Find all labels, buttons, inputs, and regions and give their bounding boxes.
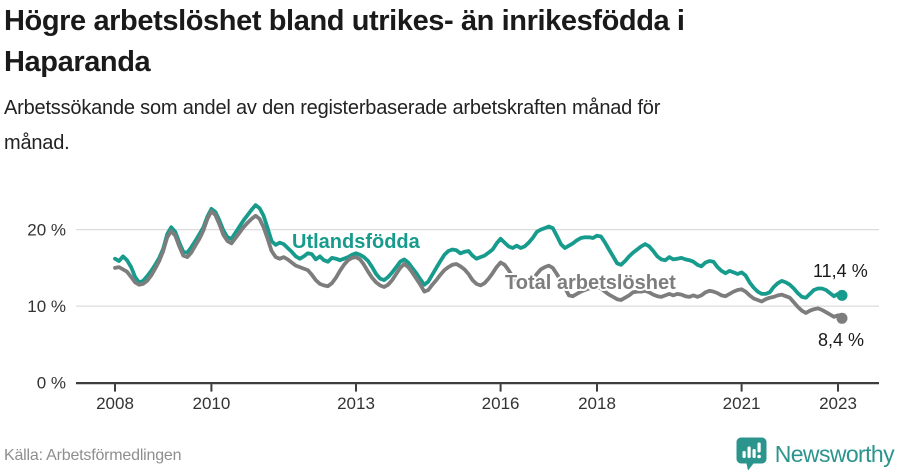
series-label-utlandsfodda: Utlandsfödda — [292, 231, 421, 253]
chart-subtitle-line-1: Arbetssökande som andel av den registerb… — [4, 97, 661, 119]
y-tick-label: 0 % — [37, 374, 66, 393]
end-value-label-utlandsfodda: 11,4 % — [813, 261, 868, 281]
chart-subtitle-line-2: månad. — [4, 132, 70, 154]
newsworthy-logo-text: Newsworthy — [774, 440, 895, 467]
x-tick-label: 2021 — [723, 394, 761, 413]
series-line-utlandsfodda — [113, 203, 844, 300]
series-end-dot-total — [836, 312, 848, 324]
end-value-label-total: 8,4 % — [818, 330, 864, 350]
series-label-total: Total arbetslöshet — [505, 272, 676, 294]
source-attribution: Källa: Arbetsförmedlingen — [4, 447, 182, 464]
page-title: Högre arbetslöshet bland utrikes- än inr… — [4, 1, 685, 83]
x-tick-label: 2008 — [96, 394, 134, 413]
x-tick-label: 2023 — [819, 394, 857, 413]
x-tick-label: 2016 — [482, 394, 520, 413]
page-title-line-2: Haparanda — [4, 46, 151, 78]
x-tick-label: 2018 — [578, 394, 616, 413]
x-tick-label: 2013 — [337, 394, 375, 413]
x-tick-label: 2010 — [192, 394, 230, 413]
series-line-total — [113, 209, 844, 321]
newsworthy-logo[interactable]: Newsworthy — [735, 436, 895, 472]
y-tick-label: 20 % — [27, 221, 66, 240]
newsworthy-icon — [736, 437, 767, 471]
page-title-line-1: Högre arbetslöshet bland utrikes- än inr… — [4, 5, 685, 37]
chart-subtitle: Arbetssökande som andel av den registerb… — [4, 91, 660, 161]
series-end-dot-utlandsfodda — [836, 289, 848, 301]
y-tick-label: 10 % — [27, 297, 66, 316]
